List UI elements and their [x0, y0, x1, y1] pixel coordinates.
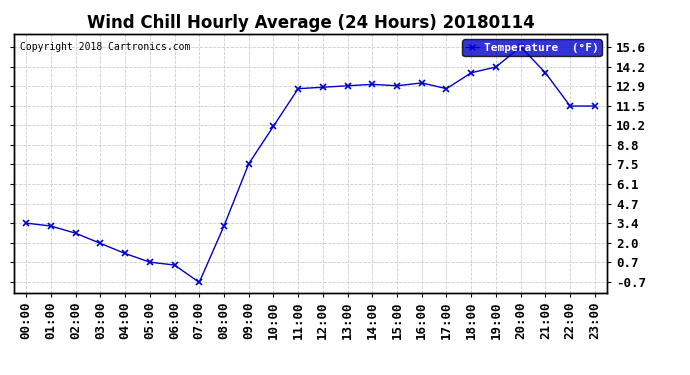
Legend: Temperature  (°F): Temperature (°F) [462, 39, 602, 56]
Title: Wind Chill Hourly Average (24 Hours) 20180114: Wind Chill Hourly Average (24 Hours) 201… [87, 14, 534, 32]
Text: Copyright 2018 Cartronics.com: Copyright 2018 Cartronics.com [20, 42, 190, 51]
